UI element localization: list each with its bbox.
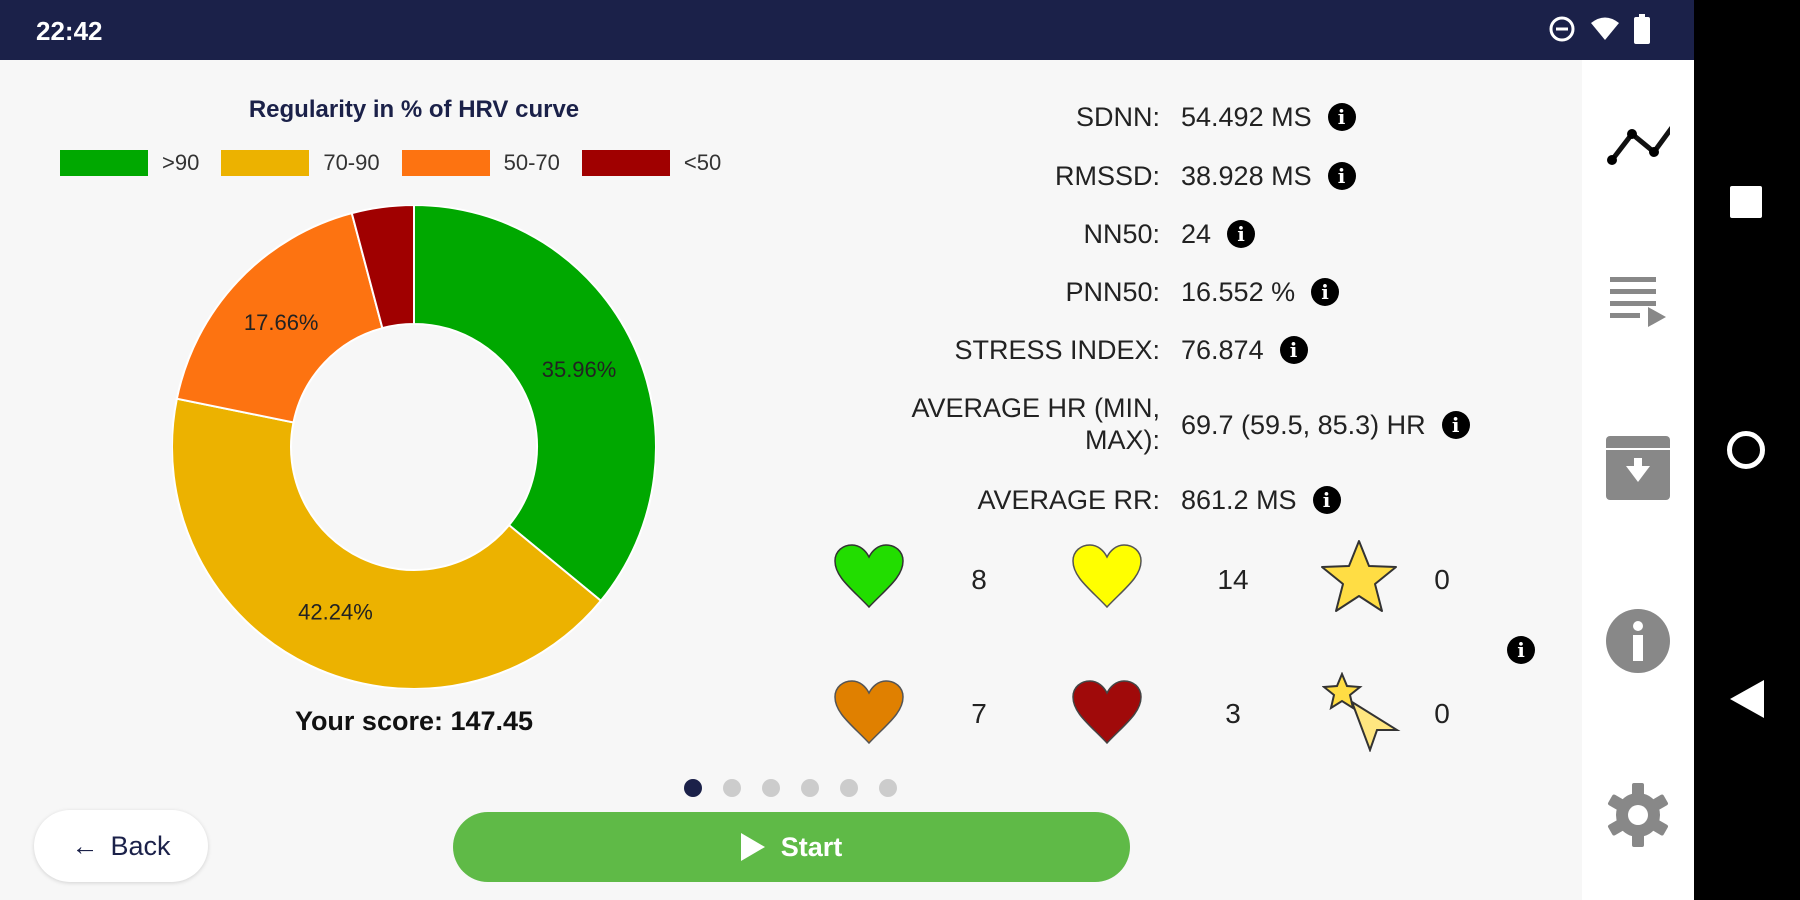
legend-label: 70-90 bbox=[323, 150, 380, 175]
info-icon[interactable]: i bbox=[1327, 162, 1356, 190]
slice-label: 17.66% bbox=[244, 310, 319, 335]
counter-value: 7 bbox=[971, 698, 987, 729]
yellow-heart-icon bbox=[1072, 544, 1142, 609]
playlist-icon[interactable] bbox=[1606, 269, 1670, 333]
start-label: Start bbox=[780, 831, 843, 862]
legend-swatch bbox=[221, 150, 310, 176]
status-time: 22:42 bbox=[36, 16, 103, 46]
do-not-disturb-icon bbox=[1549, 16, 1575, 42]
counter-value: 0 bbox=[1434, 564, 1450, 595]
counter-value: 14 bbox=[1217, 564, 1249, 595]
info-icon[interactable]: i bbox=[1441, 411, 1470, 439]
stat-value: 69.7 (59.5, 85.3) HR bbox=[1181, 410, 1426, 440]
orange-heart-icon bbox=[834, 680, 904, 745]
stat-value: 76.874 bbox=[1181, 335, 1264, 365]
counter-value: 8 bbox=[971, 564, 987, 595]
counter-value: 0 bbox=[1434, 698, 1450, 729]
legend-swatch bbox=[60, 150, 148, 176]
shooting-star-icon bbox=[1322, 672, 1401, 752]
donut-slice-2 bbox=[175, 211, 384, 424]
legend-swatch bbox=[401, 150, 490, 176]
stat-label: STRESS INDEX: bbox=[954, 335, 1160, 365]
slice-label: 42.24% bbox=[298, 600, 373, 625]
chart-legend: >90 70-90 50-70 <50 bbox=[60, 150, 743, 176]
legend-swatch bbox=[581, 150, 670, 176]
android-nav-bar bbox=[1694, 0, 1800, 900]
page-dot[interactable] bbox=[879, 779, 897, 797]
green-heart-icon bbox=[834, 544, 904, 609]
play-icon bbox=[740, 833, 765, 861]
info-icon[interactable]: i bbox=[1327, 103, 1356, 131]
recents-button[interactable] bbox=[1730, 186, 1762, 218]
page-dot[interactable] bbox=[684, 779, 702, 797]
arrow-left-icon: ← bbox=[71, 830, 99, 861]
download-box-icon[interactable] bbox=[1606, 436, 1670, 500]
stat-value: 861.2 MS bbox=[1181, 485, 1297, 515]
page-dot[interactable] bbox=[801, 779, 819, 797]
info-icon[interactable]: i bbox=[1227, 220, 1256, 248]
stat-label: RMSSD: bbox=[1054, 161, 1160, 191]
settings-icon[interactable] bbox=[1606, 783, 1670, 847]
red-heart-icon bbox=[1072, 680, 1142, 745]
info-icon[interactable]: i bbox=[1279, 336, 1308, 364]
star-icon bbox=[1321, 540, 1397, 612]
wifi-icon bbox=[1591, 17, 1619, 40]
info-icon[interactable]: i bbox=[1507, 636, 1535, 664]
donut-chart: 35.96% 42.24% 17.66% bbox=[172, 205, 656, 689]
stat-label: SDNN: bbox=[1075, 102, 1160, 132]
stat-label: NN50: bbox=[1083, 219, 1160, 249]
legend-label: 50-70 bbox=[503, 150, 560, 175]
stat-value: 16.552 % bbox=[1181, 277, 1296, 307]
stat-value: 54.492 MS bbox=[1181, 102, 1312, 132]
home-button[interactable] bbox=[1727, 431, 1765, 469]
donut-slice-3 bbox=[350, 205, 415, 330]
donut-slice-0 bbox=[413, 205, 656, 603]
back-button[interactable]: ← Back bbox=[34, 810, 208, 882]
legend-label: <50 bbox=[683, 150, 722, 175]
battery-icon bbox=[1634, 14, 1650, 44]
info-icon[interactable]: i bbox=[1312, 486, 1341, 514]
page-dot[interactable] bbox=[762, 779, 780, 797]
score-text: Your score: 147.45 bbox=[294, 706, 534, 736]
right-toolbar bbox=[1582, 60, 1694, 900]
page-dot[interactable] bbox=[840, 779, 858, 797]
slice-label: 35.96% bbox=[542, 357, 617, 382]
chart-line-icon[interactable] bbox=[1606, 108, 1670, 172]
stat-label: AVERAGE RR: bbox=[977, 485, 1160, 515]
info-icon[interactable] bbox=[1606, 609, 1670, 673]
page-indicator bbox=[684, 779, 897, 797]
stat-label: AVERAGE HR (MIN, MAX): bbox=[911, 393, 1160, 455]
chart-title: Regularity in % of HRV curve bbox=[248, 96, 580, 123]
stat-value: 24 bbox=[1181, 219, 1212, 249]
page-dot[interactable] bbox=[723, 779, 741, 797]
start-button[interactable]: Start bbox=[453, 812, 1130, 882]
donut-slice-1 bbox=[172, 397, 603, 689]
info-icon[interactable]: i bbox=[1311, 278, 1340, 306]
back-label: Back bbox=[110, 830, 171, 861]
counter-value: 3 bbox=[1225, 698, 1241, 729]
stat-label: PNN50: bbox=[1065, 277, 1160, 307]
legend-label: >90 bbox=[162, 150, 200, 175]
stat-value: 38.928 MS bbox=[1181, 161, 1312, 191]
status-bar: 22:42 bbox=[0, 0, 1694, 60]
back-nav-button[interactable] bbox=[1730, 680, 1764, 718]
